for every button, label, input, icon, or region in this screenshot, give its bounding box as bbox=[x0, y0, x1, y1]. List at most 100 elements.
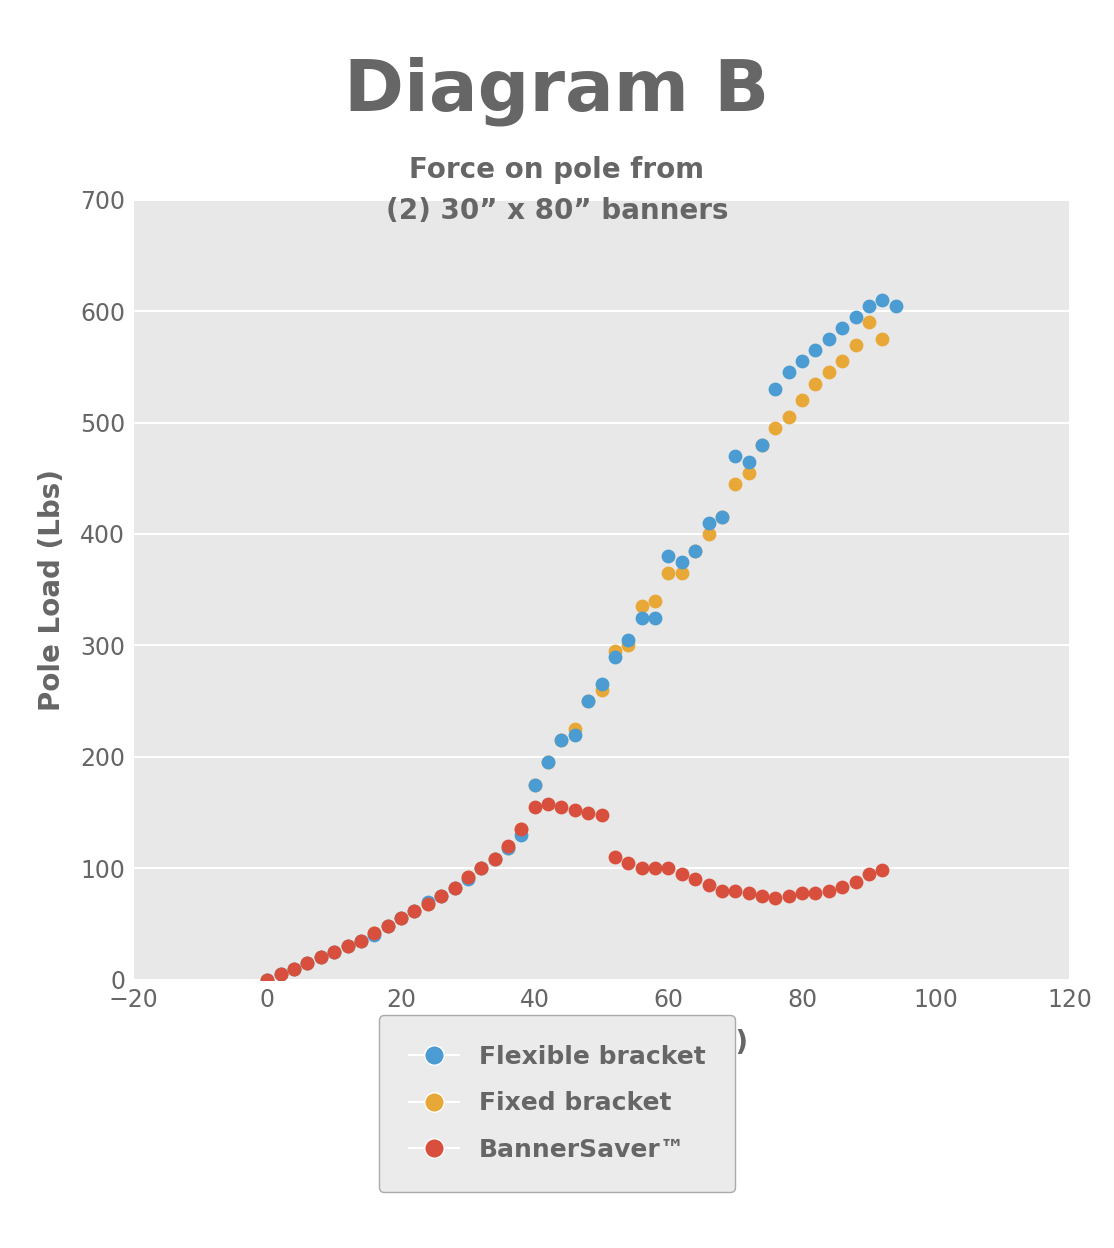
Flexible bracket bbox=[285, 958, 303, 978]
BannerSaver™ bbox=[325, 942, 343, 962]
BannerSaver™ bbox=[272, 965, 290, 985]
Flexible bracket bbox=[365, 925, 383, 945]
Flexible bracket bbox=[299, 953, 316, 973]
Flexible bracket bbox=[766, 379, 784, 399]
BannerSaver™ bbox=[780, 886, 798, 906]
Fixed bracket bbox=[285, 958, 303, 978]
Fixed bracket bbox=[526, 775, 544, 795]
Flexible bracket bbox=[740, 452, 758, 472]
BannerSaver™ bbox=[299, 953, 316, 973]
BannerSaver™ bbox=[339, 936, 356, 956]
Fixed bracket bbox=[633, 597, 651, 617]
Flexible bracket bbox=[512, 825, 530, 845]
BannerSaver™ bbox=[486, 850, 504, 870]
Flexible bracket bbox=[392, 909, 410, 929]
BannerSaver™ bbox=[740, 882, 758, 902]
BannerSaver™ bbox=[646, 859, 664, 879]
Fixed bracket bbox=[512, 819, 530, 839]
Fixed bracket bbox=[686, 540, 704, 560]
Flexible bracket bbox=[633, 608, 651, 628]
BannerSaver™ bbox=[539, 794, 557, 814]
Flexible bracket bbox=[673, 552, 691, 572]
Fixed bracket bbox=[312, 947, 330, 967]
Flexible bracket bbox=[726, 446, 744, 466]
BannerSaver™ bbox=[847, 871, 864, 891]
Flexible bracket bbox=[807, 341, 824, 361]
Text: Diagram B: Diagram B bbox=[344, 56, 770, 126]
BannerSaver™ bbox=[820, 881, 838, 901]
Fixed bracket bbox=[606, 641, 624, 661]
Fixed bracket bbox=[807, 373, 824, 393]
Fixed bracket bbox=[673, 563, 691, 583]
X-axis label: Wind Speed (MPH): Wind Speed (MPH) bbox=[455, 1028, 749, 1057]
Flexible bracket bbox=[860, 296, 878, 316]
Fixed bracket bbox=[553, 730, 570, 750]
Fixed bracket bbox=[539, 753, 557, 773]
Flexible bracket bbox=[459, 870, 477, 890]
Fixed bracket bbox=[793, 391, 811, 411]
Text: Force on pole from
(2) 30” x 80” banners: Force on pole from (2) 30” x 80” banners bbox=[385, 156, 729, 225]
Flexible bracket bbox=[339, 936, 356, 956]
Fixed bracket bbox=[486, 850, 504, 870]
Flexible bracket bbox=[646, 608, 664, 628]
Fixed bracket bbox=[339, 936, 356, 956]
Flexible bracket bbox=[793, 351, 811, 371]
Flexible bracket bbox=[579, 691, 597, 711]
Flexible bracket bbox=[325, 942, 343, 962]
BannerSaver™ bbox=[526, 797, 544, 817]
Fixed bracket bbox=[432, 886, 450, 906]
BannerSaver™ bbox=[593, 805, 610, 825]
BannerSaver™ bbox=[833, 877, 851, 897]
Fixed bracket bbox=[753, 434, 771, 454]
Fixed bracket bbox=[419, 894, 437, 914]
BannerSaver™ bbox=[312, 947, 330, 967]
Fixed bracket bbox=[593, 680, 610, 700]
BannerSaver™ bbox=[379, 916, 397, 936]
BannerSaver™ bbox=[446, 879, 463, 899]
Flexible bracket bbox=[820, 329, 838, 349]
BannerSaver™ bbox=[606, 847, 624, 867]
Fixed bracket bbox=[833, 351, 851, 371]
Flexible bracket bbox=[686, 540, 704, 560]
Flexible bracket bbox=[405, 901, 423, 921]
Flexible bracket bbox=[432, 886, 450, 906]
Fixed bracket bbox=[700, 524, 717, 544]
Flexible bracket bbox=[780, 362, 798, 382]
Fixed bracket bbox=[766, 418, 784, 438]
Flexible bracket bbox=[713, 507, 731, 527]
Flexible bracket bbox=[272, 965, 290, 985]
Flexible bracket bbox=[486, 850, 504, 870]
Flexible bracket bbox=[472, 859, 490, 879]
Flexible bracket bbox=[873, 290, 891, 310]
Fixed bracket bbox=[579, 691, 597, 711]
BannerSaver™ bbox=[753, 886, 771, 906]
BannerSaver™ bbox=[766, 889, 784, 909]
Flexible bracket bbox=[539, 753, 557, 773]
BannerSaver™ bbox=[472, 859, 490, 879]
Flexible bracket bbox=[887, 296, 905, 316]
Flexible bracket bbox=[700, 513, 717, 533]
Legend: Flexible bracket, Fixed bracket, BannerSaver™: Flexible bracket, Fixed bracket, BannerS… bbox=[379, 1015, 735, 1192]
Fixed bracket bbox=[258, 970, 276, 990]
Flexible bracket bbox=[526, 775, 544, 795]
BannerSaver™ bbox=[352, 931, 370, 951]
BannerSaver™ bbox=[659, 859, 677, 879]
Flexible bracket bbox=[753, 434, 771, 454]
Fixed bracket bbox=[392, 909, 410, 929]
Flexible bracket bbox=[499, 839, 517, 859]
Flexible bracket bbox=[847, 307, 864, 327]
Fixed bracket bbox=[405, 901, 423, 921]
Flexible bracket bbox=[566, 725, 584, 745]
BannerSaver™ bbox=[285, 958, 303, 978]
Flexible bracket bbox=[419, 891, 437, 911]
Fixed bracket bbox=[446, 879, 463, 899]
Flexible bracket bbox=[833, 318, 851, 338]
BannerSaver™ bbox=[258, 970, 276, 990]
Fixed bracket bbox=[379, 916, 397, 936]
BannerSaver™ bbox=[633, 859, 651, 879]
BannerSaver™ bbox=[673, 864, 691, 884]
Fixed bracket bbox=[352, 931, 370, 951]
Fixed bracket bbox=[847, 334, 864, 354]
BannerSaver™ bbox=[432, 886, 450, 906]
Y-axis label: Pole Load (Lbs): Pole Load (Lbs) bbox=[38, 469, 66, 710]
